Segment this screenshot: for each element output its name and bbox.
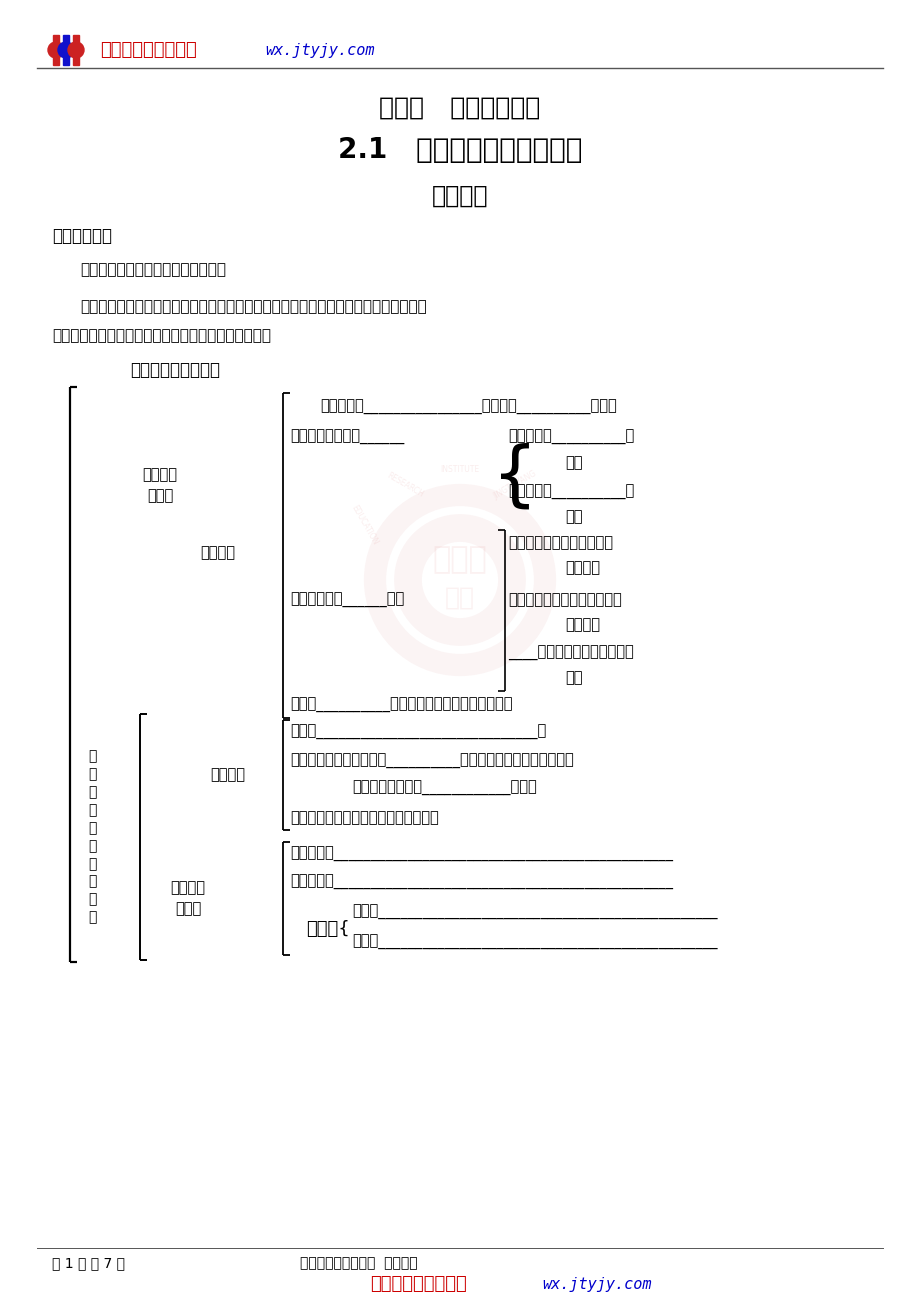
Text: 学案导学: 学案导学 (431, 184, 488, 208)
Text: 运动的主要原因、热力环流的形成和大气的水平运动。: 运动的主要原因、热力环流的形成和大气的水平运动。 (52, 328, 271, 344)
Text: 金太阳: 金太阳 (432, 546, 487, 574)
Text: 风向：______________________________________________: 风向：_____________________________________… (352, 935, 717, 949)
Text: 而产生。: 而产生。 (564, 560, 599, 575)
Circle shape (58, 42, 74, 59)
Text: 大气的水
平运动: 大气的水 平运动 (170, 880, 205, 917)
Text: 举例并图示：城市风、海陆风、山谷风: 举例并图示：城市风、海陆风、山谷风 (289, 811, 438, 825)
Text: 金太阳教育版权所有  侵权必究: 金太阳教育版权所有 侵权必究 (300, 1256, 417, 1269)
Text: 基本过程: 基本过程 (199, 546, 234, 560)
Text: 第二章   地球上的大气: 第二章 地球上的大气 (379, 96, 540, 120)
Bar (53, 35, 59, 65)
Text: 金太阳新课标资源网: 金太阳新课标资源网 (100, 40, 197, 59)
Text: 二、主干知识点梁理: 二、主干知识点梁理 (130, 361, 220, 379)
Text: 教育: 教育 (445, 586, 474, 611)
Text: {: { (492, 443, 538, 512)
Text: 结论：__________是近地面大气主要的直接热源。: 结论：__________是近地面大气主要的直接热源。 (289, 698, 512, 712)
Text: 直接原因：______________________________________________: 直接原因：___________________________________… (289, 875, 673, 889)
Text: 一、课标解析: 一、课标解析 (52, 227, 112, 245)
Circle shape (48, 42, 64, 59)
Text: 概念：______________________________。: 概念：______________________________。 (289, 724, 546, 740)
Text: JINGTAIYANG: JINGTAIYANG (492, 469, 538, 501)
Text: EDUCATION: EDUCATION (349, 504, 380, 547)
Text: 受力：______________________________________________: 受力：_____________________________________… (352, 905, 717, 919)
Text: 高空风{: 高空风{ (306, 921, 349, 937)
Text: 能量来源：________________（特点：__________辐射）: 能量来源：________________（特点：__________辐射） (320, 400, 616, 414)
Text: RESEARCH: RESEARCH (385, 470, 425, 499)
Text: 大气对地面的______作用: 大气对地面的______作用 (289, 592, 403, 608)
Text: 大气的受
热过程: 大气的受 热过程 (142, 467, 177, 503)
Text: 金太阳新课标资源网: 金太阳新课标资源网 (369, 1275, 466, 1293)
Text: 差异，形成大气的____________运动。: 差异，形成大气的____________运动。 (352, 780, 536, 796)
Text: 形成：冷热不均引起空气__________的运动，导致同一水平面上的: 形成：冷热不均引起空气__________的运动，导致同一水平面上的 (289, 754, 573, 768)
Text: wx.jtyjy.com: wx.jtyjy.com (265, 43, 374, 57)
Bar (62, 35, 69, 65)
Text: 知道这里的「大气」仅指低层大气。理解大气的热量来源和大气的受热过程，掌握大气: 知道这里的「大气」仅指低层大气。理解大气的热量来源和大气的受热过程，掌握大气 (80, 299, 426, 315)
Text: 用。: 用。 (564, 671, 582, 685)
Text: ____辐射：对地面起到保温作: ____辐射：对地面起到保温作 (507, 646, 633, 660)
Text: 热力环流: 热力环流 (210, 767, 245, 783)
Text: 2.1   冷热不均引起大气运动: 2.1 冷热不均引起大气运动 (337, 135, 582, 164)
Text: 等。: 等。 (564, 509, 582, 525)
Text: 影响因素：__________、: 影响因素：__________、 (507, 484, 633, 500)
Text: 第 1 页 共 7 页: 第 1 页 共 7 页 (52, 1256, 125, 1269)
Text: wx.jtyjy.com: wx.jtyjy.com (541, 1276, 651, 1292)
Text: 而产生。: 而产生。 (564, 617, 599, 633)
Text: INSTITUTE: INSTITUTE (440, 466, 479, 474)
Text: 等。: 等。 (564, 456, 582, 470)
Circle shape (68, 42, 84, 59)
Text: 根本原因：______________________________________________: 根本原因：___________________________________… (289, 846, 673, 862)
Text: 大气辐射：大气吸收绝大部分: 大气辐射：大气吸收绝大部分 (507, 592, 621, 608)
Bar (73, 35, 79, 65)
Text: 课标：运用图表说明大气受热过程。: 课标：运用图表说明大气受热过程。 (80, 263, 226, 277)
Text: 地面辐射：地面吸收大部分: 地面辐射：地面吸收大部分 (507, 535, 612, 551)
Text: 作用形式：__________、: 作用形式：__________、 (507, 430, 633, 444)
Text: 冷
热
不
均
引
起
大
气
运
动: 冷 热 不 均 引 起 大 气 运 动 (87, 750, 96, 924)
Text: 大气对太阳辐射的______: 大气对太阳辐射的______ (289, 430, 403, 444)
